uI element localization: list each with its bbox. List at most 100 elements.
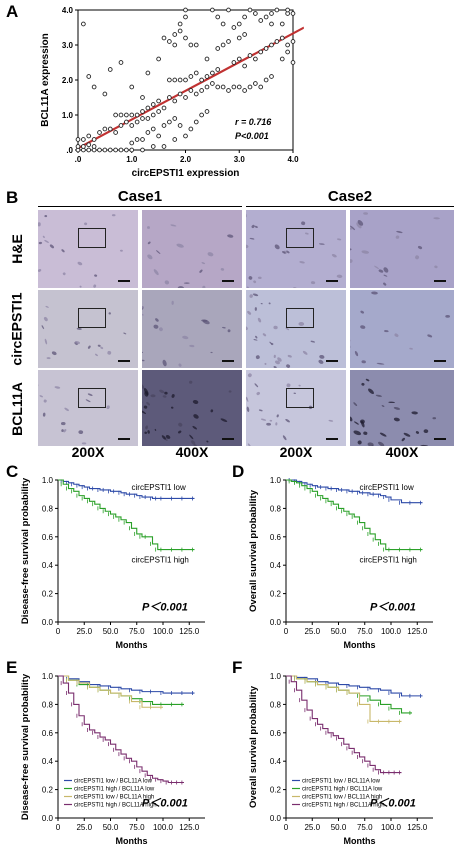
cell-nucleus bbox=[38, 381, 39, 387]
row-label-circepsti1: circEPSTI1 bbox=[9, 292, 25, 366]
legend-label: circEPSTI1 low / BCL11A high bbox=[302, 795, 382, 801]
cell-nucleus bbox=[107, 350, 112, 355]
panel-label-f: F bbox=[232, 658, 243, 677]
cell-nucleus bbox=[401, 437, 405, 442]
tissue-texture bbox=[350, 378, 437, 446]
x-axis-label: Months bbox=[116, 836, 148, 846]
cell-nucleus bbox=[286, 250, 290, 254]
cell-nucleus bbox=[276, 414, 279, 418]
survival-curve bbox=[286, 675, 402, 722]
scatter-point bbox=[188, 126, 194, 132]
cell-nucleus bbox=[255, 335, 258, 339]
cell-nucleus bbox=[285, 327, 290, 331]
cell-nucleus bbox=[299, 261, 305, 264]
y-tick-label: 0.0 bbox=[42, 618, 54, 627]
zoom-region-box bbox=[78, 228, 106, 248]
p-value-label: P＜0.001 bbox=[370, 602, 416, 614]
scale-bar bbox=[118, 360, 130, 362]
cell-nucleus bbox=[417, 245, 423, 250]
cell-nucleus bbox=[357, 440, 362, 445]
case2-header-line bbox=[246, 206, 454, 207]
cell-nucleus bbox=[361, 250, 370, 254]
scatter-point bbox=[161, 123, 167, 128]
scatter-point bbox=[86, 142, 92, 148]
cell-nucleus bbox=[246, 244, 249, 249]
scatter-point bbox=[118, 112, 124, 118]
scatter-point bbox=[215, 46, 221, 51]
histology-image-circepsti1-case1-200x bbox=[38, 290, 138, 368]
x-axis-label: Months bbox=[116, 640, 148, 650]
cell-nucleus bbox=[76, 327, 82, 330]
scatter-point bbox=[226, 39, 231, 44]
cell-nucleus bbox=[178, 422, 183, 427]
scatter-point bbox=[290, 39, 296, 44]
cell-nucleus bbox=[61, 429, 64, 432]
cell-nucleus bbox=[361, 420, 365, 428]
scatter-point bbox=[86, 74, 92, 79]
survival-curve bbox=[58, 479, 195, 500]
histology-image-bcl11a-case2-200x bbox=[246, 370, 346, 446]
y-tick-label: 0.4 bbox=[270, 561, 282, 570]
scatter-point bbox=[129, 112, 135, 118]
scatter-point bbox=[177, 123, 183, 128]
cell-nucleus bbox=[42, 412, 46, 417]
scatter-point bbox=[134, 112, 140, 118]
cell-nucleus bbox=[178, 363, 182, 367]
scatter-point bbox=[118, 147, 124, 153]
cell-nucleus bbox=[262, 333, 267, 337]
scatter-point bbox=[183, 14, 188, 20]
scatter-point bbox=[285, 49, 290, 55]
scatter-point bbox=[113, 130, 118, 135]
scatter-point bbox=[231, 60, 237, 65]
scatter-point bbox=[231, 25, 237, 30]
cell-nucleus bbox=[193, 414, 199, 419]
scatter-point bbox=[97, 130, 102, 135]
survival-curve bbox=[286, 479, 423, 504]
histology-image-circepsti1-case1-400x bbox=[142, 290, 242, 368]
scatter-point bbox=[177, 28, 183, 34]
cell-nucleus bbox=[376, 362, 385, 365]
histology-image-bcl11a-case2-400x bbox=[350, 370, 454, 446]
y-tick-label: 0.6 bbox=[270, 729, 282, 738]
cell-nucleus bbox=[191, 440, 196, 445]
panel-label-b: B bbox=[6, 188, 19, 207]
cell-nucleus bbox=[145, 425, 148, 429]
scatter-point bbox=[177, 77, 183, 83]
scatter-point bbox=[145, 70, 151, 76]
cell-nucleus bbox=[210, 409, 214, 413]
y-tick-label: 1.0 bbox=[270, 672, 282, 681]
x-tick-label: 125.0 bbox=[407, 627, 428, 636]
cell-nucleus bbox=[423, 429, 429, 434]
scatter-point bbox=[140, 137, 145, 142]
series-label-low: circEPSTI1 low bbox=[132, 483, 186, 492]
x-tick-label: 75.0 bbox=[357, 823, 373, 832]
legend-label: circEPSTI1 high / BCL11A low bbox=[74, 787, 155, 793]
y-tick-label: 0.4 bbox=[42, 757, 54, 766]
cell-nucleus bbox=[292, 287, 298, 288]
cell-nucleus bbox=[44, 338, 48, 345]
cell-nucleus bbox=[144, 431, 148, 435]
scatter-point bbox=[199, 88, 204, 93]
scatter-point bbox=[75, 144, 81, 149]
p-value-label: P＜0.001 bbox=[142, 798, 188, 810]
zoom-region-box bbox=[286, 308, 314, 328]
cell-nucleus bbox=[64, 407, 69, 412]
cell-nucleus bbox=[254, 307, 257, 311]
scale-bar bbox=[222, 360, 234, 362]
scatter-point bbox=[258, 49, 264, 55]
scatter-point bbox=[145, 116, 151, 121]
cell-nucleus bbox=[142, 306, 145, 309]
cell-nucleus bbox=[253, 280, 257, 284]
y-tick-label: 0.2 bbox=[270, 786, 282, 795]
scatter-point bbox=[107, 67, 113, 72]
cell-nucleus bbox=[153, 269, 159, 276]
cell-nucleus bbox=[142, 396, 143, 405]
cell-nucleus bbox=[51, 351, 57, 356]
scale-bar bbox=[326, 438, 338, 440]
y-tick-label: 0.8 bbox=[42, 504, 54, 513]
y-axis-label: Overall survival probability bbox=[248, 489, 259, 612]
series-label-low: circEPSTI1 low bbox=[360, 483, 414, 492]
scatter-point bbox=[220, 42, 226, 48]
scatter-point bbox=[81, 21, 86, 27]
scatter-point bbox=[263, 46, 269, 51]
